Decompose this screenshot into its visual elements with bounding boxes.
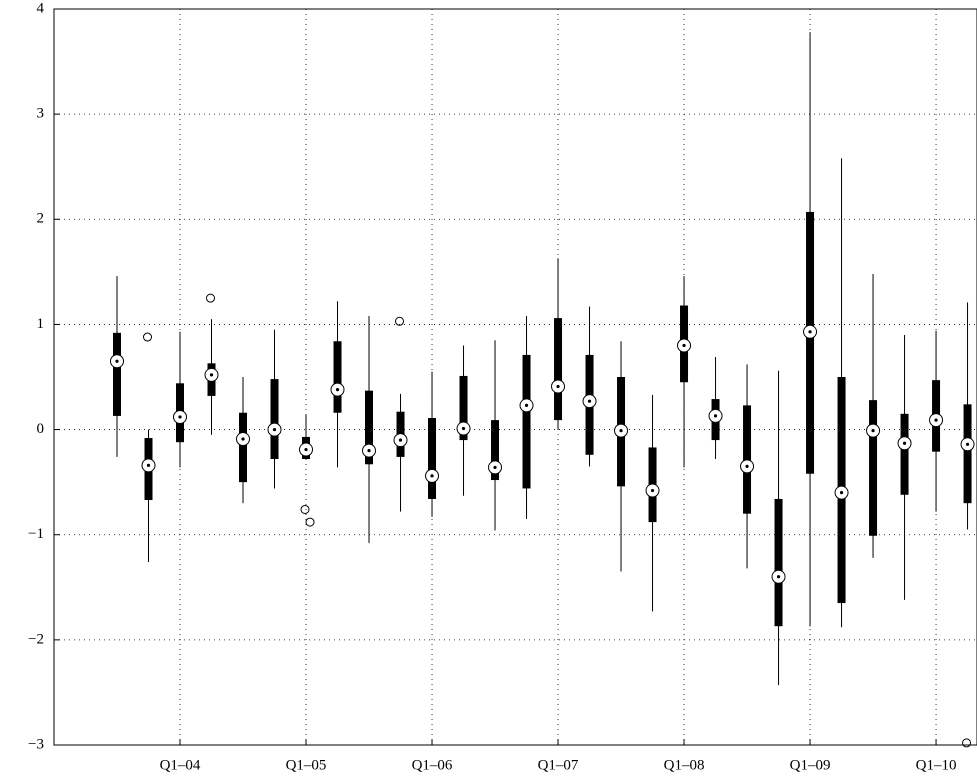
plot-frame [53,8,977,746]
median-dot [713,414,718,418]
box [270,379,279,460]
median-dot [461,426,466,431]
median-dot [808,330,812,334]
x-tick-label: Q1–05 [286,757,327,773]
outlier [206,293,216,303]
median-dot [934,418,938,422]
x-tick-label: Q1–04 [160,757,201,773]
median-dot [745,464,749,468]
outlier [143,332,153,342]
median-dot [398,438,403,442]
x-tick-label: Q1–06 [412,757,453,773]
outlier [395,316,405,326]
median-dot [241,437,245,441]
outlier [300,504,310,514]
median-dot [587,399,592,403]
box [522,354,531,489]
y-tick-label: −3 [28,736,44,752]
box [239,412,248,483]
outlier [962,738,972,748]
median-dot [524,403,529,407]
box [333,341,342,413]
median-dot [965,442,970,446]
x-tick-label: Q1–09 [790,757,831,773]
median-dot [209,373,214,377]
y-tick-label: −1 [28,526,44,542]
median-dot [902,441,907,445]
y-tick-label: −2 [28,631,44,647]
median-dot [619,429,623,433]
outlier [305,517,315,527]
median-dot [682,343,686,348]
y-tick-label: 3 [37,106,45,122]
y-tick-label: 0 [37,421,45,437]
box [491,420,500,481]
median-dot [556,384,560,389]
median-dot [367,449,371,453]
box [365,390,374,465]
box [869,400,878,536]
x-tick-label: Q1–08 [664,757,705,773]
box [459,375,468,441]
x-tick-label: Q1–10 [916,757,957,773]
median-dot [650,488,655,493]
box [428,418,437,499]
median-dot [146,463,151,467]
median-dot [335,388,340,392]
median-dot [430,474,434,478]
median-dot [178,415,182,419]
median-dot [493,465,497,470]
y-tick-label: 4 [37,0,45,16]
median-dot [115,359,119,363]
box [963,404,972,504]
box [554,318,563,421]
box [113,332,122,416]
box [806,211,815,474]
y-tick-label: 1 [37,316,45,332]
box [900,413,909,495]
median-dot [871,429,875,433]
median-dot [839,491,844,495]
y-tick-label: 2 [37,211,45,227]
median-dot [776,575,781,579]
median-dot [304,447,308,452]
x-tick-label: Q1–07 [538,757,579,773]
median-dot [272,427,277,432]
box [774,498,783,627]
